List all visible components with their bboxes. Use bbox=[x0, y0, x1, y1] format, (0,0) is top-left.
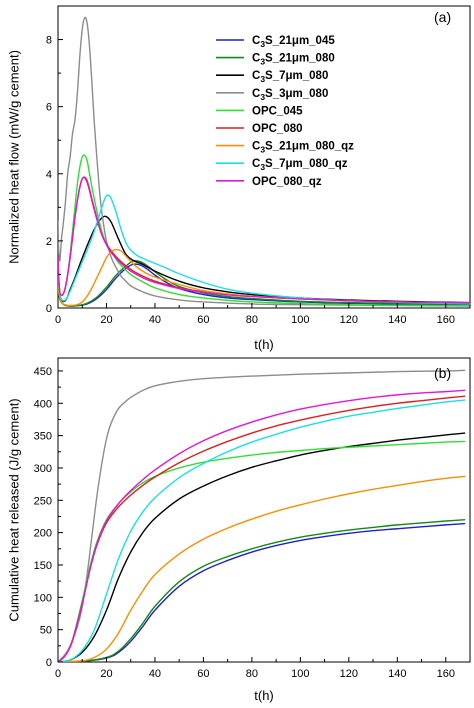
x-tick-label: 0 bbox=[55, 668, 61, 680]
series-group-a bbox=[58, 16, 470, 307]
plot-frame-a bbox=[57, 5, 471, 309]
series-line-b-7 bbox=[58, 475, 466, 662]
x-tick-label: 120 bbox=[340, 314, 358, 326]
x-tick-label: 0 bbox=[55, 314, 61, 326]
panel-a: 0 20 40 60 80 100 120 140 160 0 2 4 6 8 (a) t(h) Norm… bbox=[7, 5, 471, 352]
y-tick-label: 300 bbox=[34, 463, 52, 475]
x-tick-label: 60 bbox=[197, 314, 209, 326]
x-tick-label: 20 bbox=[100, 668, 112, 680]
axes-a: 0 20 40 60 80 100 120 140 160 0 2 4 6 8 bbox=[46, 5, 471, 326]
series-line-a-8 bbox=[58, 194, 470, 305]
x-axis-title-a: t(h) bbox=[254, 337, 274, 352]
x-axis-title-b: t(h) bbox=[254, 688, 274, 703]
x-tick-label: 160 bbox=[437, 314, 455, 326]
x-tick-label: 100 bbox=[291, 314, 309, 326]
series-line-a-4 bbox=[58, 16, 470, 307]
y-tick-label: 100 bbox=[34, 592, 52, 604]
x-tick-label: 40 bbox=[149, 668, 161, 680]
plot-frame-b bbox=[57, 357, 471, 663]
x-tick-label: 40 bbox=[149, 314, 161, 326]
x-tick-label: 80 bbox=[246, 314, 258, 326]
y-tick-label: 4 bbox=[46, 169, 52, 181]
x-tick-label: 140 bbox=[388, 668, 406, 680]
series-line-b-2 bbox=[58, 519, 466, 662]
y-tick-label: 0 bbox=[46, 303, 52, 315]
y-tick-label: 50 bbox=[40, 625, 52, 637]
y-tick-label: 2 bbox=[46, 236, 52, 248]
series-line-b-1 bbox=[58, 522, 466, 662]
series-group-b bbox=[58, 369, 466, 662]
x-tick-label: 100 bbox=[291, 668, 309, 680]
series-line-b-5 bbox=[58, 440, 466, 662]
series-line-b-6 bbox=[58, 395, 466, 662]
x-tick-label: 120 bbox=[340, 668, 358, 680]
y-tick-label: 0 bbox=[46, 657, 52, 669]
x-tick-label: 20 bbox=[100, 314, 112, 326]
y-tick-label: 450 bbox=[34, 366, 52, 378]
y-tick-label: 8 bbox=[46, 35, 52, 47]
legend-label: OPC_080 bbox=[252, 123, 303, 135]
y-tick-label: 350 bbox=[34, 431, 52, 443]
x-tick-label: 80 bbox=[246, 668, 258, 680]
series-line-b-8 bbox=[58, 399, 466, 662]
series-line-a-2 bbox=[58, 259, 470, 307]
legend-label: C3S_21μm_080 bbox=[252, 53, 335, 67]
series-line-b-9 bbox=[58, 389, 466, 662]
legend-label: C3S_7μm_080_qz bbox=[252, 158, 348, 172]
x-tick-label: 60 bbox=[197, 668, 209, 680]
y-tick-label: 150 bbox=[34, 560, 52, 572]
axes-b: 0 20 40 60 80 100 120 140 160 0 50 100 150 200 250 300 3… bbox=[34, 366, 471, 680]
panel-label-b: (b) bbox=[434, 365, 451, 381]
series-line-a-3 bbox=[58, 215, 470, 304]
x-tick-label: 160 bbox=[437, 668, 455, 680]
legend: C3S_21μm_045 C3S_21μm_080 C3S_7μm_080 C3S_3… bbox=[216, 35, 354, 188]
legend-label: C3S_7μm_080 bbox=[252, 70, 328, 84]
y-axis-title-b: Cumulative heat released (J/g cement) bbox=[7, 398, 22, 621]
series-line-b-4 bbox=[58, 369, 466, 662]
x-tick-label: 140 bbox=[388, 314, 406, 326]
panel-b: 0 20 40 60 80 100 120 140 160 0 50 100 150 200 250 300 3… bbox=[7, 357, 471, 703]
y-tick-label: 400 bbox=[34, 398, 52, 410]
legend-label: OPC_045 bbox=[252, 105, 303, 117]
legend-label: C3S_3μm_080 bbox=[252, 88, 328, 102]
series-line-b-3 bbox=[58, 432, 466, 662]
legend-label: OPC_080_qz bbox=[252, 176, 322, 188]
y-tick-label: 250 bbox=[34, 495, 52, 507]
panel-label-a: (a) bbox=[434, 9, 451, 25]
legend-label: C3S_21μm_045 bbox=[252, 35, 335, 49]
series-line-a-9 bbox=[58, 176, 470, 304]
legend-label: C3S_21μm_080_qz bbox=[252, 141, 354, 155]
y-tick-label: 200 bbox=[34, 528, 52, 540]
y-axis-title-a: Normalized heat flow (mW/g cement) bbox=[7, 50, 22, 264]
y-tick-label: 6 bbox=[46, 102, 52, 114]
